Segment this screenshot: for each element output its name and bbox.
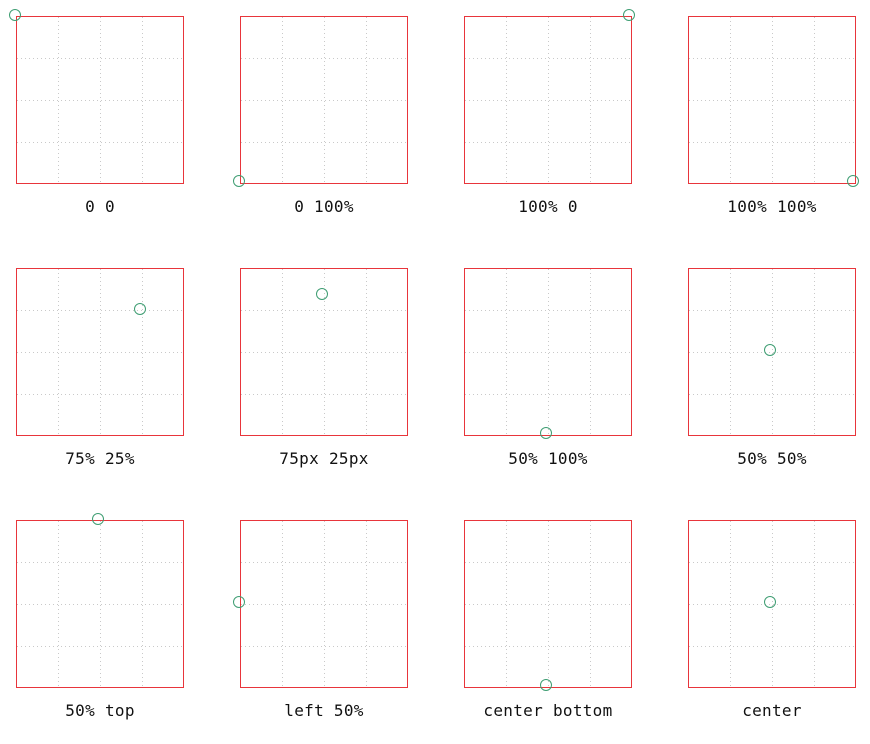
position-marker-icon [847,175,859,187]
position-label: 0 0 [85,197,115,216]
position-marker-icon [233,175,245,187]
position-marker-icon [764,596,776,608]
position-box [464,268,632,436]
position-panel: 100% 0 [448,0,648,240]
position-label: 100% 100% [727,197,817,216]
position-panel: 75px 25px [224,252,424,492]
position-marker-icon [92,513,104,525]
position-marker-icon [540,679,552,691]
position-panel: 0 100% [224,0,424,240]
position-marker-icon [134,303,146,315]
position-box [464,16,632,184]
position-marker-icon [540,427,552,439]
position-box [16,16,184,184]
position-marker-icon [764,344,776,356]
position-label: 50% 100% [508,449,588,468]
position-panel: center [672,504,870,744]
position-panel: 100% 100% [672,0,870,240]
position-box [240,268,408,436]
position-marker-icon [9,9,21,21]
position-label: center bottom [483,701,613,720]
position-label: center [742,701,802,720]
position-panel: 75% 25% [0,252,200,492]
position-box [16,520,184,688]
position-label: 50% top [65,701,135,720]
position-box [688,520,856,688]
position-box [240,16,408,184]
position-panel: 0 0 [0,0,200,240]
position-box [688,16,856,184]
position-marker-icon [233,596,245,608]
position-panel: 50% 50% [672,252,870,492]
position-marker-icon [316,288,328,300]
position-panel: 50% 100% [448,252,648,492]
position-label: 100% 0 [518,197,578,216]
position-marker-icon [623,9,635,21]
position-label: left 50% [284,701,364,720]
position-label: 75px 25px [279,449,369,468]
position-panel: left 50% [224,504,424,744]
position-box [240,520,408,688]
position-box [464,520,632,688]
position-box [16,268,184,436]
position-panel: 50% top [0,504,200,744]
position-label: 75% 25% [65,449,135,468]
position-label: 50% 50% [737,449,807,468]
position-panel: center bottom [448,504,648,744]
position-label: 0 100% [294,197,354,216]
